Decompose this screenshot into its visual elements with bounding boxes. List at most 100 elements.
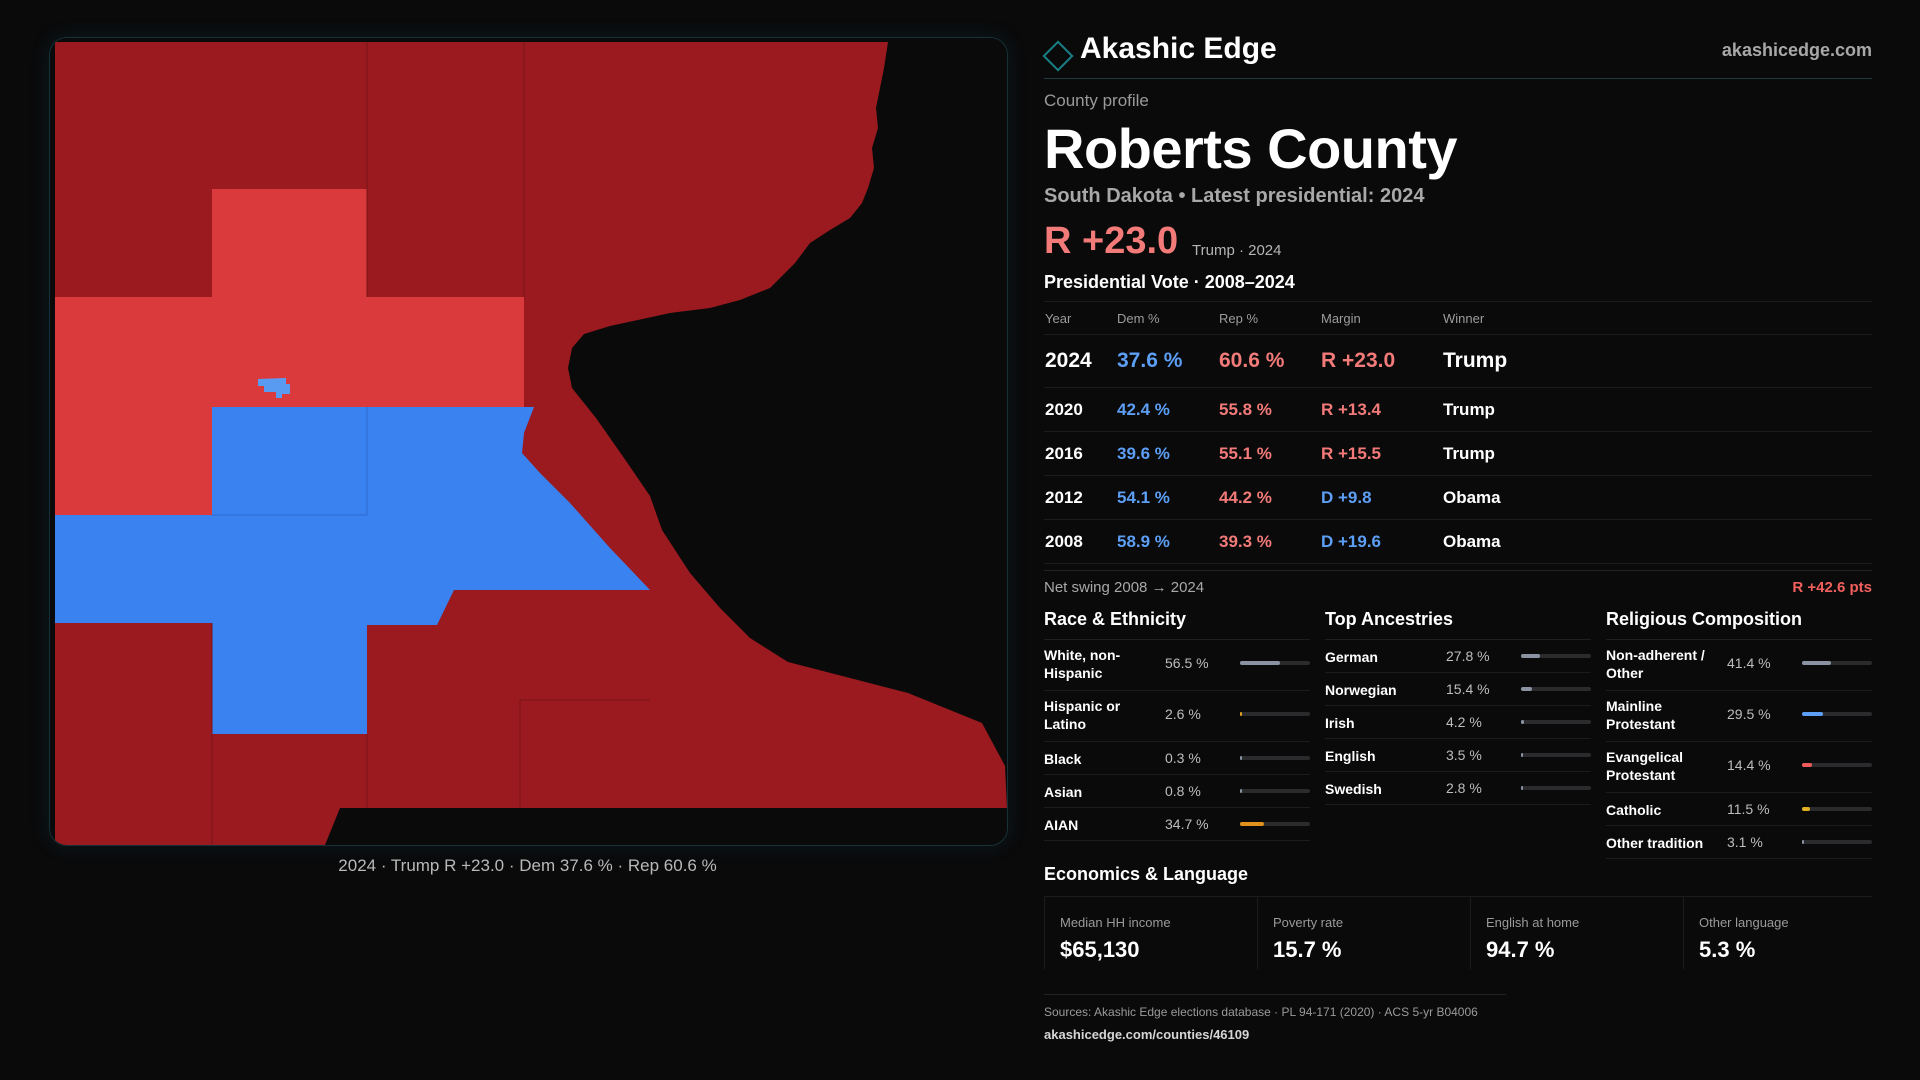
stat-label: AIAN bbox=[1044, 817, 1079, 833]
econ-value: $65,130 bbox=[1060, 937, 1140, 962]
econ-value: 94.7 % bbox=[1486, 937, 1555, 962]
stat-bar bbox=[1240, 712, 1310, 716]
stat-label: Non-adherent / Other bbox=[1606, 647, 1705, 681]
stat-bar-fill bbox=[1240, 661, 1280, 665]
stat-value: 14.4 % bbox=[1727, 757, 1771, 773]
econ-stat-english: English at home 94.7 % bbox=[1470, 897, 1671, 969]
latest-margin-value: R +23.0 bbox=[1044, 220, 1179, 262]
brand-url-link[interactable]: akashicedge.com bbox=[1721, 40, 1872, 60]
stat-value: 56.5 % bbox=[1165, 655, 1209, 671]
stat-row: Swedish 2.8 % bbox=[1325, 772, 1591, 805]
religion-title: Religious Composition bbox=[1606, 609, 1872, 640]
stat-value: 3.1 % bbox=[1727, 834, 1763, 850]
stat-label: Evangelical Protestant bbox=[1606, 749, 1684, 783]
latest-margin-note: Trump · 2024 bbox=[1192, 242, 1282, 259]
winner-cell: Obama bbox=[1442, 475, 1872, 520]
stat-bar-fill bbox=[1802, 807, 1811, 811]
stat-bar bbox=[1240, 789, 1310, 793]
stat-label: Other tradition bbox=[1606, 835, 1704, 851]
econ-stat-other-language: Other language 5.3 % bbox=[1683, 897, 1884, 969]
net-swing: Net swing 2008 → 2024 R +42.6 pts bbox=[1044, 570, 1872, 601]
table-row: 2016 39.6 % 55.1 % R +15.5 Trump bbox=[1044, 431, 1872, 476]
margin-cell: R +23.0 bbox=[1320, 334, 1442, 388]
precinct-lean-rep[interactable] bbox=[55, 189, 524, 515]
stat-row: Mainline Protestant 29.5 % bbox=[1606, 691, 1872, 742]
stat-bar-fill bbox=[1240, 756, 1242, 760]
sources-text: Sources: Akashic Edge elections database… bbox=[1044, 1005, 1478, 1019]
race-ethnicity-panel: Race & Ethnicity White, non-Hispanic 56.5… bbox=[1044, 609, 1310, 841]
stat-bar-fill bbox=[1240, 789, 1242, 793]
stat-label: White, non-Hispanic bbox=[1044, 647, 1121, 681]
precinct-borders bbox=[211, 42, 650, 845]
rep-cell: 39.3 % bbox=[1218, 519, 1320, 564]
stat-value: 15.4 % bbox=[1446, 681, 1490, 697]
ancestries-panel: Top Ancestries German 27.8 % Norwegian 15.4… bbox=[1325, 609, 1591, 805]
precinct-dem[interactable] bbox=[55, 407, 650, 734]
stat-bar bbox=[1802, 763, 1872, 767]
stat-label: Hispanic or Latino bbox=[1044, 698, 1121, 732]
year-cell: 2024 bbox=[1044, 334, 1116, 388]
race-ethnicity-title: Race & Ethnicity bbox=[1044, 609, 1310, 640]
stat-label: Swedish bbox=[1325, 781, 1382, 797]
stat-label: Mainline Protestant bbox=[1606, 698, 1676, 732]
county-url-link[interactable]: akashicedge.com/counties/46109 bbox=[1044, 1027, 1250, 1042]
winner-cell: Trump bbox=[1442, 387, 1872, 432]
stat-value: 0.8 % bbox=[1165, 783, 1201, 799]
county-map[interactable] bbox=[49, 37, 1008, 846]
dem-cell: 39.6 % bbox=[1116, 431, 1218, 476]
stat-bar bbox=[1521, 687, 1591, 691]
stat-row: White, non-Hispanic 56.5 % bbox=[1044, 640, 1310, 691]
stat-bar-fill bbox=[1521, 654, 1541, 658]
year-cell: 2020 bbox=[1044, 387, 1116, 432]
stat-value: 34.7 % bbox=[1165, 816, 1209, 832]
religion-panel: Religious Composition Non-adherent / Oth… bbox=[1606, 609, 1872, 859]
year-cell: 2008 bbox=[1044, 519, 1116, 564]
margin-cell: D +9.8 bbox=[1320, 475, 1442, 520]
stat-label: Catholic bbox=[1606, 802, 1662, 818]
winner-cell: Trump bbox=[1442, 431, 1872, 476]
stat-value: 4.2 % bbox=[1446, 714, 1482, 730]
profile-eyebrow: County profile bbox=[1044, 91, 1149, 110]
stat-bar-fill bbox=[1521, 786, 1523, 790]
stat-bar-fill bbox=[1240, 822, 1265, 826]
race-ethnicity-list: White, non-Hispanic 56.5 % Hispanic or Lat… bbox=[1044, 640, 1310, 841]
demographics-columns: Race & Ethnicity White, non-Hispanic 56.5… bbox=[1044, 609, 1872, 859]
stat-bar bbox=[1802, 840, 1872, 844]
stat-row: Non-adherent / Other 41.4 % bbox=[1606, 640, 1872, 691]
table-row: 2012 54.1 % 44.2 % D +9.8 Obama bbox=[1044, 475, 1872, 520]
col-year-header: Year bbox=[1044, 301, 1116, 335]
stat-row: Other tradition 3.1 % bbox=[1606, 826, 1872, 859]
stat-value: 2.8 % bbox=[1446, 780, 1482, 796]
stat-label: Black bbox=[1044, 751, 1082, 767]
net-swing-label: Net swing 2008 → 2024 bbox=[1044, 579, 1205, 596]
econ-stat-income: Median HH income $65,130 bbox=[1044, 897, 1245, 969]
table-row: 2020 42.4 % 55.8 % R +13.4 Trump bbox=[1044, 387, 1872, 432]
econ-value: 5.3 % bbox=[1699, 937, 1756, 962]
page-title: Roberts County bbox=[1044, 117, 1458, 180]
stat-value: 3.5 % bbox=[1446, 747, 1482, 763]
stat-value: 11.5 % bbox=[1727, 801, 1770, 817]
stat-row: Hispanic or Latino 2.6 % bbox=[1044, 691, 1310, 742]
net-swing-value: R +42.6 pts bbox=[1792, 579, 1872, 596]
precinct-town[interactable] bbox=[258, 378, 290, 398]
winner-cell: Obama bbox=[1442, 519, 1872, 564]
margin-cell: R +15.5 bbox=[1320, 431, 1442, 476]
stat-label: Asian bbox=[1044, 784, 1083, 800]
col-dem-header: Dem % bbox=[1116, 301, 1218, 335]
rep-cell: 60.6 % bbox=[1218, 334, 1320, 388]
rep-cell: 55.8 % bbox=[1218, 387, 1320, 432]
stat-bar bbox=[1240, 756, 1310, 760]
stat-bar-fill bbox=[1802, 712, 1823, 716]
dem-cell: 42.4 % bbox=[1116, 387, 1218, 432]
stat-bar bbox=[1521, 720, 1591, 724]
dem-cell: 54.1 % bbox=[1116, 475, 1218, 520]
precinct-map-svg bbox=[50, 38, 1007, 845]
margin-cell: D +19.6 bbox=[1320, 519, 1442, 564]
econ-stat-poverty: Poverty rate 15.7 % bbox=[1257, 897, 1458, 969]
dem-precinct-borders bbox=[212, 407, 368, 516]
stat-label: Norwegian bbox=[1325, 682, 1397, 698]
stat-bar-fill bbox=[1521, 687, 1532, 691]
stat-value: 41.4 % bbox=[1727, 655, 1771, 671]
stat-bar bbox=[1240, 822, 1310, 826]
stat-bar bbox=[1802, 712, 1872, 716]
